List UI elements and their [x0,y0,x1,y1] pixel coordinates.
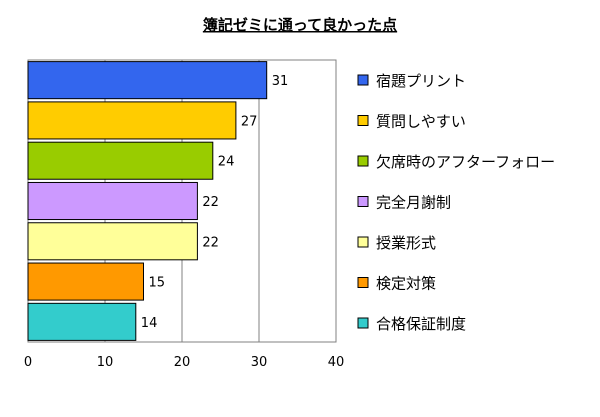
bar [27,101,237,140]
x-tick-label: 40 [328,355,345,370]
legend-label: 合格保証制度 [376,315,466,333]
legend-swatch [357,115,369,126]
legend: 宿題プリント質問しやすい欠席時のアフターフォロー完全月謝制授業形式検定対策合格保… [357,72,555,333]
legend-swatch [357,155,369,167]
bar [27,181,198,221]
legend-label: 宿題プリント [376,72,466,90]
bar [27,262,144,301]
bar [27,222,198,261]
legend-label: 欠席時のアフターフォロー [376,153,555,171]
legend-label: 質問しやすい [376,113,466,131]
bar [27,61,268,100]
legend-label: 授業形式 [376,234,436,252]
legend-swatch [357,236,369,248]
legend-label: 完全月謝制 [376,194,451,212]
data-label: 22 [202,195,219,210]
data-label: 24 [218,155,235,170]
x-tick-label: 20 [174,355,191,370]
data-label: 15 [149,276,166,291]
legend-swatch [357,74,369,86]
data-label: 31 [272,74,289,89]
legend-swatch [357,317,369,329]
chart-title: 簿記ゼミに通って良かった点 [203,16,397,34]
data-label: 22 [202,235,219,250]
x-tick-label: 0 [24,355,32,370]
bars: 31 27 24 22 22 15 14 [27,61,289,341]
legend-swatch [357,277,369,288]
legend-swatch [357,196,369,207]
data-label: 27 [241,114,258,129]
x-axis: 0 10 20 30 40 [24,355,344,370]
data-label: 14 [141,316,158,331]
bar [27,302,137,341]
x-tick-label: 10 [97,355,114,370]
bar [27,141,214,180]
legend-label: 検定対策 [376,275,436,293]
x-tick-label: 30 [251,355,268,370]
